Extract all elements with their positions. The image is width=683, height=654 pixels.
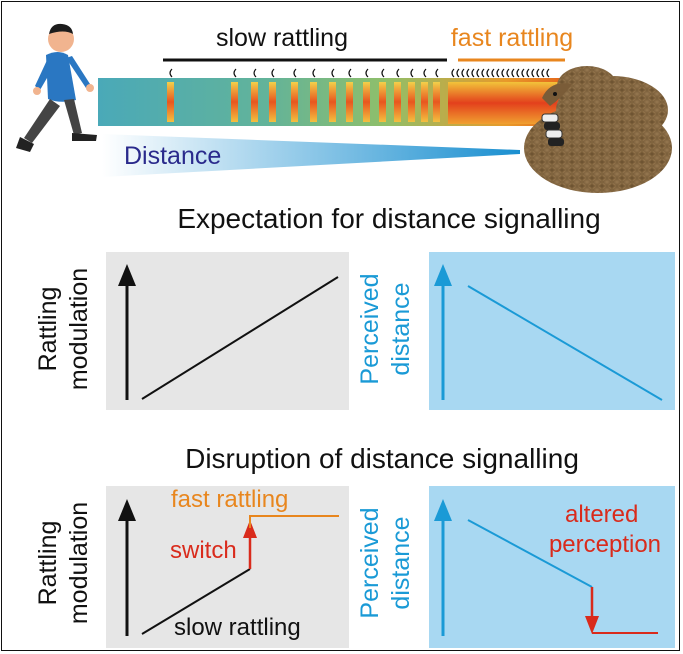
disruption-right-ylabel: Perceived [356, 507, 384, 618]
expectation-title: Expectation for distance signalling [177, 203, 600, 234]
switch-arrow [243, 520, 257, 569]
rattle-tick [233, 68, 237, 78]
spectrogram [98, 78, 578, 126]
rattle-tick [541, 68, 545, 78]
disruption-title: Disruption of distance signalling [185, 443, 579, 474]
slow-rattle-pulse [310, 82, 317, 122]
rattle-tick [491, 68, 495, 78]
expectation-left-panel [106, 252, 349, 410]
disruption-left-ylabel-2: modulation [65, 502, 93, 624]
rattle-tick [456, 68, 460, 78]
disruption-right-y-axis [434, 499, 452, 636]
rattle-tick [410, 68, 414, 78]
rattle-tick [451, 68, 455, 78]
slow-rattle-pulse [363, 82, 370, 122]
rattle-tick [496, 68, 500, 78]
disruption-fast-label: fast rattling [171, 486, 288, 513]
switch-label: switch [170, 537, 237, 564]
rattle-tick [516, 68, 520, 78]
rattle-tick-marks [169, 68, 550, 78]
slow-rattle-pulse [291, 82, 298, 122]
rattle-tick [461, 68, 465, 78]
rattle-tick [526, 68, 530, 78]
slow-rattle-pulse [269, 82, 276, 122]
expectation-left-y-axis [118, 264, 136, 400]
disruption-perception-line [467, 519, 593, 588]
rattle-tick [293, 68, 297, 78]
fast-rattling-label: fast rattling [451, 24, 573, 52]
slow-rattle-pulse [394, 82, 401, 122]
rattle-tick [435, 68, 439, 78]
expectation-right-y-axis [434, 264, 452, 400]
expectation-left-ylabel: Rattling [34, 287, 62, 372]
slow-rattling-label: slow rattling [216, 24, 348, 52]
rattle-tick [536, 68, 540, 78]
rattle-tick [531, 68, 535, 78]
disruption-fast-line [249, 515, 339, 528]
rattle-tick [312, 68, 316, 78]
expectation-right-ylabel-2: distance [387, 282, 415, 375]
slow-rattle-pulse [231, 82, 238, 122]
rattle-tick [476, 68, 480, 78]
slow-rattle-pulse [379, 82, 386, 122]
rattle-tick [501, 68, 505, 78]
disruption-slow-label: slow rattling [174, 614, 301, 641]
rattle-tick [271, 68, 275, 78]
altered-perception-arrow [585, 587, 658, 634]
disruption-left-ylabel: Rattling [34, 521, 62, 606]
rattle-tick [481, 68, 485, 78]
slow-rattle-pulse [329, 82, 336, 122]
rattle-tick [511, 68, 515, 78]
distance-label: Distance [124, 142, 221, 170]
rattle-tick [381, 68, 385, 78]
slow-rattle-pulse [167, 82, 174, 122]
walking-person-icon [16, 23, 97, 152]
distance-wedge [102, 134, 520, 177]
slow-rattle-pulse [408, 82, 415, 122]
disruption-right-panel [429, 486, 675, 648]
expectation-left-ylabel-2: modulation [65, 268, 93, 390]
disruption-left-panel [106, 486, 349, 648]
expectation-rattling-line [141, 276, 339, 400]
slow-rattle-pulse [433, 82, 440, 122]
rattle-tick [423, 68, 427, 78]
slow-rattle-pulse [421, 82, 428, 122]
rattle-tick [253, 68, 257, 78]
rattle-tick [331, 68, 335, 78]
rattle-tick [466, 68, 470, 78]
rattle-tick [506, 68, 510, 78]
expectation-right-ylabel: Perceived [356, 273, 384, 384]
rattle-tick [546, 68, 550, 78]
rattle-tick [521, 68, 525, 78]
altered-perception-label: altered perception [549, 501, 661, 558]
rattlesnake-icon [524, 66, 672, 193]
slow-rattle-pulse [346, 82, 353, 122]
disruption-right-ylabel-2: distance [387, 516, 415, 609]
expectation-perception-line [467, 285, 663, 401]
rattle-tick [169, 68, 173, 78]
slow-rattle-pulse [251, 82, 258, 122]
rattle-tick [348, 68, 352, 78]
rattle-tick [486, 68, 490, 78]
rattle-tick [396, 68, 400, 78]
disruption-left-y-axis [118, 499, 136, 636]
rattle-tick [365, 68, 369, 78]
rattle-tick [471, 68, 475, 78]
disruption-slow-line [141, 568, 251, 635]
